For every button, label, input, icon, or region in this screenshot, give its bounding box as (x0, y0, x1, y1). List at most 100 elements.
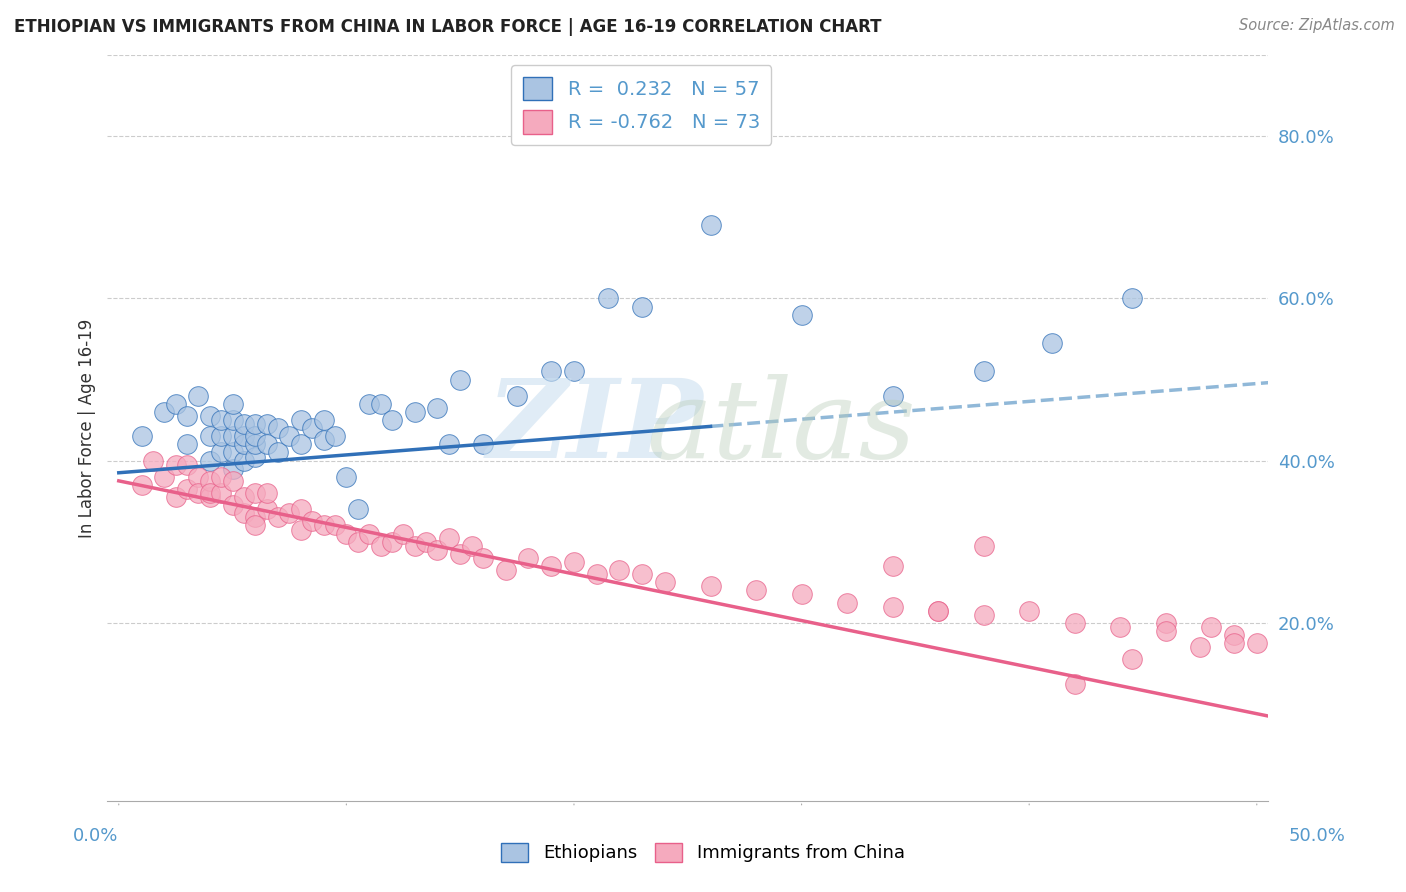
Point (198, 486, 221, 500)
Point (882, 599, 904, 614)
Point (631, 567, 654, 582)
Point (176, 482, 198, 496)
Point (598, 292, 620, 306)
Point (256, 486, 278, 500)
Text: 50.0%: 50.0% (1289, 827, 1346, 845)
Point (540, 364, 562, 378)
Point (221, 429, 243, 443)
Point (187, 486, 209, 500)
Point (370, 539, 392, 553)
Point (415, 534, 437, 549)
Point (290, 502, 312, 516)
Point (312, 518, 335, 533)
Point (346, 534, 368, 549)
Point (1154, 615, 1177, 630)
Y-axis label: In Labor Force | Age 16-19: In Labor Force | Age 16-19 (79, 318, 96, 538)
Point (927, 604, 949, 618)
Point (835, 595, 858, 609)
Point (1121, 292, 1143, 306)
Point (209, 445, 232, 459)
Point (221, 498, 243, 512)
Point (165, 458, 187, 472)
Point (209, 486, 232, 500)
Point (153, 405, 176, 419)
Point (131, 478, 153, 492)
Point (267, 445, 290, 459)
Point (245, 417, 267, 431)
Point (973, 539, 995, 553)
Point (449, 547, 471, 561)
Point (927, 604, 949, 618)
Point (790, 308, 813, 322)
Point (1040, 336, 1063, 351)
Point (745, 583, 768, 598)
Point (221, 461, 243, 475)
Point (278, 506, 301, 520)
Point (256, 437, 278, 451)
Point (1018, 604, 1040, 618)
Point (198, 409, 221, 423)
Point (323, 429, 346, 443)
Point (882, 559, 904, 574)
Point (176, 458, 198, 472)
Point (233, 453, 256, 467)
Point (209, 429, 232, 443)
Point (233, 506, 256, 520)
Point (312, 434, 335, 448)
Point (609, 563, 631, 577)
Point (187, 389, 209, 403)
Point (245, 429, 267, 443)
Point (359, 397, 381, 411)
Point (131, 429, 153, 443)
Point (517, 550, 540, 565)
Point (471, 550, 494, 565)
Point (233, 429, 256, 443)
Point (245, 518, 267, 533)
Point (359, 526, 381, 541)
Point (312, 413, 335, 427)
Point (1246, 636, 1268, 650)
Point (346, 502, 368, 516)
Point (562, 555, 585, 569)
Point (165, 490, 187, 504)
Point (335, 526, 357, 541)
Point (1063, 676, 1085, 690)
Point (267, 510, 290, 524)
Text: Source: ZipAtlas.com: Source: ZipAtlas.com (1239, 18, 1395, 33)
Point (301, 421, 323, 435)
Point (256, 417, 278, 431)
Point (1199, 620, 1222, 634)
Point (506, 389, 529, 403)
Point (256, 502, 278, 516)
Point (290, 413, 312, 427)
Legend: R =  0.232   N = 57, R = -0.762   N = 73: R = 0.232 N = 57, R = -0.762 N = 73 (512, 65, 772, 145)
Point (245, 510, 267, 524)
Point (198, 429, 221, 443)
Point (449, 372, 471, 386)
Point (404, 539, 426, 553)
Point (1223, 628, 1246, 642)
Point (187, 470, 209, 484)
Point (267, 421, 290, 435)
Point (278, 429, 301, 443)
Point (460, 539, 482, 553)
Point (198, 490, 221, 504)
Point (1154, 624, 1177, 638)
Point (245, 486, 267, 500)
Text: 0.0%: 0.0% (73, 827, 118, 845)
Point (142, 453, 165, 467)
Point (221, 474, 243, 488)
Text: ETHIOPIAN VS IMMIGRANTS FROM CHINA IN LABOR FORCE | AGE 16-19 CORRELATION CHART: ETHIOPIAN VS IMMIGRANTS FROM CHINA IN LA… (14, 18, 882, 36)
Point (335, 470, 357, 484)
Point (404, 405, 426, 419)
Point (562, 364, 585, 378)
Point (585, 567, 607, 582)
Point (882, 389, 904, 403)
Point (245, 437, 267, 451)
Point (426, 542, 449, 557)
Point (301, 515, 323, 529)
Point (198, 453, 221, 467)
Point (221, 413, 243, 427)
Point (290, 437, 312, 451)
Point (381, 413, 404, 427)
